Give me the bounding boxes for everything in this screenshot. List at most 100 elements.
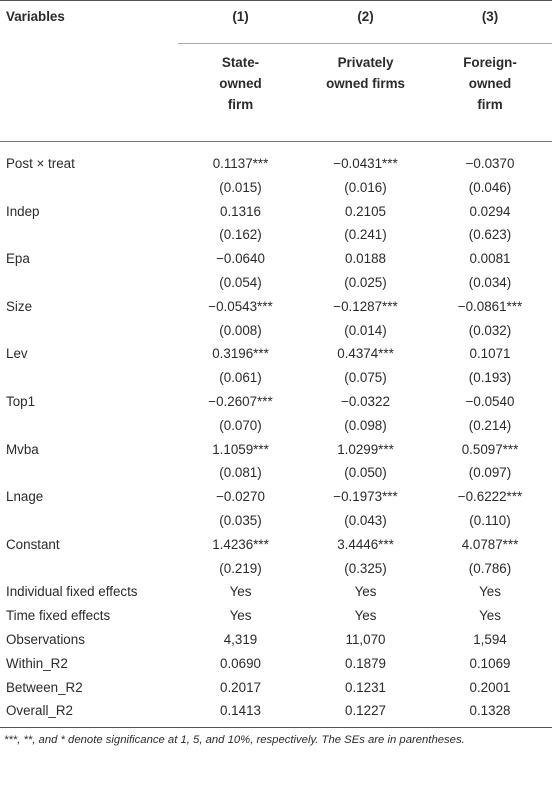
table-row: Time fixed effects Yes Yes Yes [0, 604, 552, 628]
cell-model-2: 0.0188 [345, 251, 386, 267]
cell-model-1: 0.1137*** [212, 156, 269, 171]
cell-model-2: −0.1973*** [333, 489, 398, 505]
table-row-se: (0.070) (0.098) (0.214) [0, 414, 552, 438]
table-row: Size −0.0543*** −0.1287*** −0.0861*** [0, 295, 552, 319]
column-number-2-text: (2) [357, 9, 374, 24]
row-label: Mvba [6, 441, 39, 457]
cell-model-1: (0.054) [219, 274, 262, 290]
cell-model-1: 0.3196*** [212, 346, 269, 362]
table-row-se: (0.054) (0.025) (0.034) [0, 271, 552, 295]
column-group-1: State- owned firm [178, 43, 303, 142]
table-row: Indep 0.1316 0.2105 0.0294 [0, 200, 552, 224]
table-row: Post × treat 0.1137*** −0.0431*** −0.0370 [0, 142, 552, 176]
row-label [0, 414, 178, 438]
table-row: Top1 −0.2607*** −0.0322 −0.0540 [0, 390, 552, 414]
cell-model-2: (0.050) [344, 465, 387, 481]
table-header: Variables (1) (2) (3) State- owned firm … [0, 0, 552, 142]
table-row: Observations 4,319 11,070 1,594 [0, 628, 552, 652]
row-label: Epa [6, 251, 30, 267]
cell-model-1: (0.162) [219, 227, 262, 243]
column-number-3: (3) [428, 0, 552, 44]
column-group-2-line-1: Privately [337, 55, 394, 70]
cell-model-3: (0.786) [468, 560, 512, 576]
regression-table: Variables (1) (2) (3) State- owned firm … [0, 0, 552, 729]
column-group-3-line-3: firm [477, 97, 503, 112]
table-row-se: (0.015) (0.016) (0.046) [0, 176, 552, 200]
cell-model-1: −0.0640 [216, 251, 265, 267]
cell-model-2: 3.4446*** [337, 536, 394, 552]
cell-model-3: (0.193) [468, 370, 512, 386]
cell-model-2: (0.014) [344, 322, 387, 338]
row-label: Time fixed effects [6, 608, 111, 624]
cell-model-3: (0.034) [468, 274, 512, 290]
cell-model-2: 0.4374*** [337, 346, 394, 362]
cell-model-2: 11,070 [345, 631, 386, 647]
table-row: Lev 0.3196*** 0.4374*** 0.1071 [0, 342, 552, 366]
cell-model-1: (0.070) [219, 417, 262, 433]
cell-model-2: (0.241) [344, 227, 387, 243]
row-label [0, 509, 178, 533]
column-group-2-line-2: owned firms [326, 76, 405, 91]
cell-model-2: −0.0431*** [333, 156, 398, 171]
cell-model-2: (0.016) [344, 179, 387, 195]
table-row-se: (0.219) (0.325) (0.786) [0, 557, 552, 581]
cell-model-2: Yes [354, 608, 377, 624]
cell-model-2: 0.1227 [303, 699, 428, 729]
column-number-3-text: (3) [481, 9, 499, 24]
table-row: Within_R2 0.0690 0.1879 0.1069 [0, 652, 552, 676]
header-row-groups: State- owned firm Privately owned firms … [0, 43, 552, 142]
table-row: Between_R2 0.2017 0.1231 0.2001 [0, 676, 552, 700]
cell-model-3: 4.0787*** [461, 536, 519, 552]
cell-model-2: 1.0299*** [337, 441, 394, 457]
column-group-3: Foreign- owned firm [428, 43, 552, 142]
row-label [0, 557, 178, 581]
table-row-se: (0.162) (0.241) (0.623) [0, 223, 552, 247]
table-row: Epa −0.0640 0.0188 0.0081 [0, 247, 552, 271]
cell-model-1: (0.008) [219, 322, 262, 338]
cell-model-3: 0.0081 [469, 251, 511, 267]
cell-model-2: (0.075) [344, 370, 387, 386]
cell-model-2: (0.098) [344, 417, 387, 433]
cell-model-2: 0.2105 [345, 203, 386, 219]
cell-model-3: 0.2001 [469, 679, 511, 695]
cell-model-1: Yes [229, 584, 252, 600]
row-label: Constant [6, 536, 60, 552]
row-label: Lev [6, 346, 28, 362]
table-row: Constant 1.4236*** 3.4446*** 4.0787*** [0, 533, 552, 557]
cell-model-2: (0.043) [344, 512, 387, 528]
cell-model-1: (0.219) [219, 560, 262, 576]
row-label [0, 223, 178, 247]
row-label [0, 271, 178, 295]
table-footnote: ***, **, and * denote significance at 1,… [4, 734, 465, 747]
row-label: Individual fixed effects [6, 584, 138, 600]
row-label: Top1 [6, 393, 36, 409]
cell-model-2: (0.025) [344, 274, 387, 290]
cell-model-1: (0.035) [219, 512, 262, 528]
cell-model-3: −0.0540 [465, 393, 515, 409]
table-row-se: (0.008) (0.014) (0.032) [0, 319, 552, 343]
table-row-se: (0.081) (0.050) (0.097) [0, 461, 552, 485]
column-group-1-line-2: owned [219, 76, 262, 91]
cell-model-2: 0.1879 [345, 655, 386, 671]
row-label: Overall_R2 [0, 699, 178, 729]
cell-model-3: 0.0294 [469, 203, 511, 219]
cell-model-2: Yes [354, 584, 377, 600]
cell-model-3: (0.110) [469, 512, 511, 528]
table-row: Mvba 1.1059*** 1.0299*** 0.5097*** [0, 438, 552, 462]
cell-model-3: 0.1328 [428, 699, 552, 729]
row-label [0, 319, 178, 343]
cell-model-3: 1,594 [473, 631, 507, 647]
cell-model-1: 0.1413 [178, 699, 303, 729]
cell-model-1: −0.0270 [216, 489, 265, 505]
cell-model-2: −0.1287*** [333, 298, 398, 314]
row-label: Observations [6, 631, 85, 647]
row-label [0, 461, 178, 485]
cell-model-1: 1.1059*** [212, 441, 269, 457]
cell-model-1: (0.081) [219, 465, 262, 481]
cell-model-3: Yes [479, 584, 501, 600]
cell-model-2: −0.0322 [341, 393, 390, 409]
row-label: Size [6, 298, 33, 314]
column-group-1-line-1: State- [221, 55, 260, 70]
header-row-numbers: Variables (1) (2) (3) [0, 0, 552, 44]
cell-model-3: 0.1071 [469, 346, 511, 362]
